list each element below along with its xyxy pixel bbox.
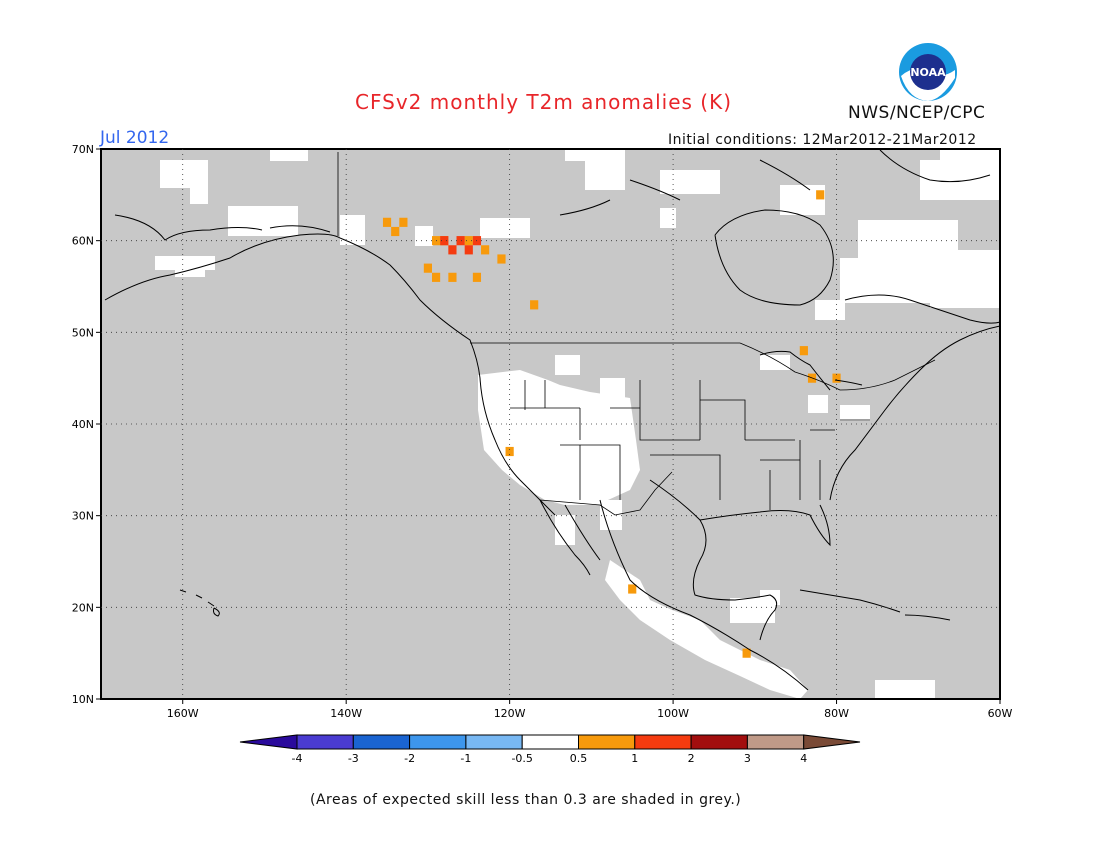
colorbar-segment [352, 734, 411, 750]
anomaly-cell-orange [448, 272, 457, 282]
lon-label: 120W [494, 707, 526, 720]
anomaly-cell-red [456, 236, 465, 246]
colorbar-label: 1 [631, 752, 638, 765]
anomaly-cell-orange [816, 190, 825, 200]
skill-regions [104, 149, 1000, 699]
anomaly-cell-orange [832, 373, 841, 383]
anomaly-cell-orange [472, 272, 482, 282]
footer-note: (Areas of expected skill less than 0.3 a… [310, 792, 742, 808]
forecast-month: Jul 2012 [100, 128, 170, 148]
anomaly-cell-orange [530, 300, 539, 310]
anomaly-cell-orange [423, 263, 432, 273]
anomaly-cell-red [440, 236, 449, 246]
lat-label: 60N [72, 235, 94, 248]
anomaly-cell-orange [431, 272, 441, 282]
colorbar-label: -0.5 [511, 752, 532, 765]
lon-label: 160W [167, 707, 199, 720]
chart-title: CFSv2 monthly T2m anomalies (K) [355, 90, 732, 114]
lat-label: 10N [72, 693, 94, 706]
colorbar-segment [296, 734, 354, 750]
borders [337, 152, 936, 516]
anomaly-cell-orange [382, 217, 392, 227]
anomaly-cell-orange [399, 217, 408, 227]
colorbar-segment [578, 734, 636, 750]
noaa-logo: NOAA [895, 42, 961, 106]
coastlines [104, 149, 1000, 691]
colorbar-label: 0.5 [570, 752, 588, 765]
colorbar-label: -2 [404, 752, 415, 765]
anomaly-cell-red [464, 245, 473, 255]
colorbar-label: 4 [800, 752, 807, 765]
colorbar-segment [521, 734, 580, 750]
anomaly-cell-orange [742, 648, 751, 658]
colorbar-segment [465, 734, 523, 750]
lat-label: 50N [72, 326, 94, 339]
lat-label: 20N [72, 601, 94, 614]
colorbar-label: -3 [348, 752, 359, 765]
colorbar-label: -4 [292, 752, 303, 765]
colorbar-label: 3 [744, 752, 751, 765]
lon-label: 80W [824, 707, 849, 720]
lat-label: 40N [72, 418, 94, 431]
anomaly-cell-orange [628, 584, 637, 594]
lat-label: 30N [72, 510, 94, 523]
colorbar-segment [746, 734, 805, 750]
colorbar-label: -1 [460, 752, 471, 765]
colorbar-label: 2 [688, 752, 695, 765]
anomaly-cell-red [448, 245, 457, 255]
lat-label: 70N [72, 143, 94, 156]
colorbar-arrow-high [803, 734, 861, 750]
anomaly-cell-orange [464, 236, 473, 246]
noaa-logo-text: NOAA [910, 66, 946, 79]
colorbar-segment [634, 734, 692, 750]
gridlines [101, 149, 1000, 699]
anomaly-cell-orange [505, 446, 514, 457]
anomaly-cell-orange [497, 254, 506, 264]
initial-conditions: Initial conditions: 12Mar2012-21Mar2012 [668, 132, 977, 148]
anomaly-cell-orange [799, 346, 808, 356]
colorbar: -4 -3 -2 -1 -0.5 0.5 1 2 3 4 [239, 734, 861, 765]
anomaly-cell-orange [391, 226, 400, 237]
organization-label: NWS/NCEP/CPC [848, 103, 986, 123]
colorbar-arrow-low [239, 734, 298, 750]
colorbar-segment [409, 734, 467, 750]
anomaly-cell-orange [481, 245, 490, 255]
axis-ticks: 70N 60N 50N 40N 30N 20N 10N 160W 140W 120W 100W 80W… [72, 143, 1013, 720]
white-regions [155, 149, 1000, 699]
lon-label: 100W [657, 707, 689, 720]
lon-label: 140W [330, 707, 362, 720]
lon-label: 60W [988, 707, 1013, 720]
colorbar-segment [690, 734, 748, 750]
